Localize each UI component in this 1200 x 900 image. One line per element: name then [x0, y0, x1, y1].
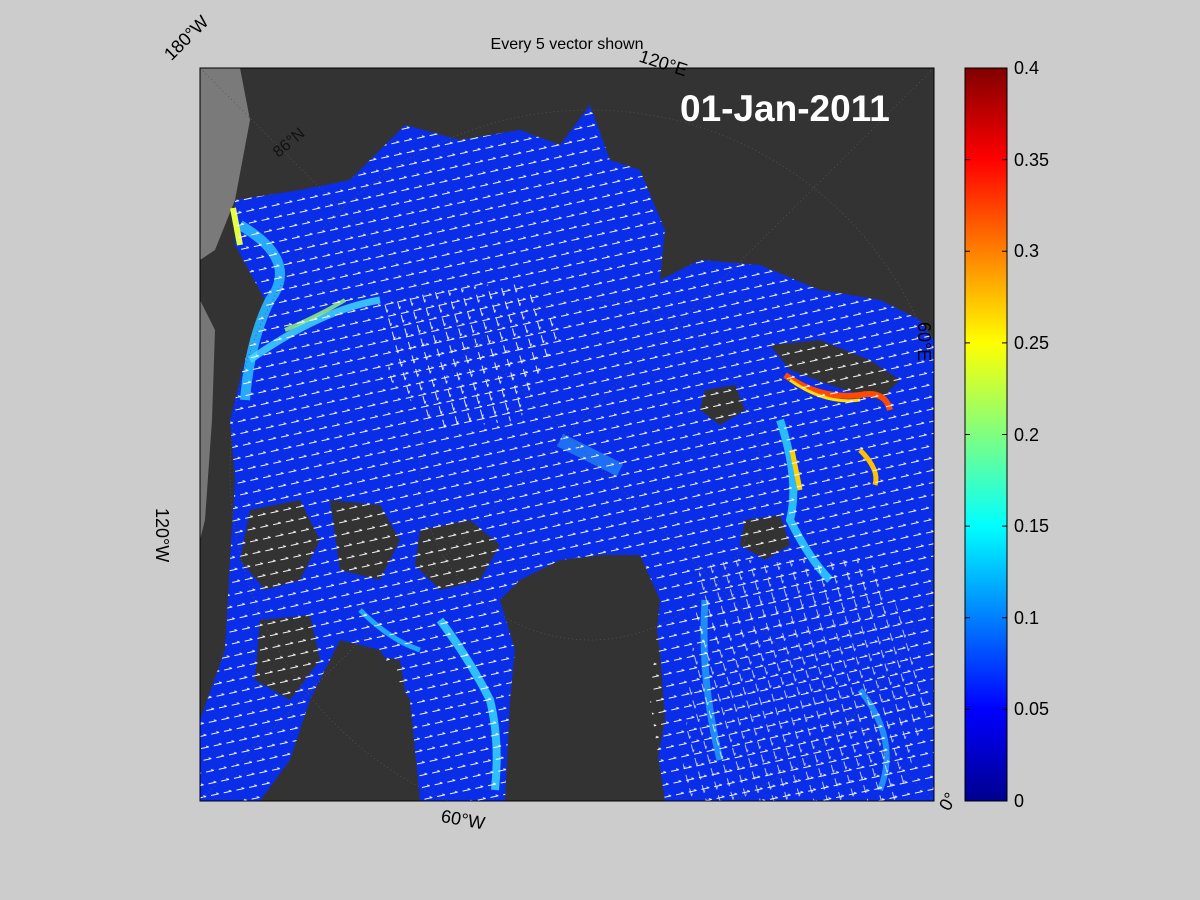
meridian-line — [200, 68, 934, 801]
plot-title: Every 5 vector shown — [490, 36, 644, 53]
outside-domain-region-lower — [200, 300, 215, 540]
archipelago-island — [330, 650, 410, 760]
meridian-line — [200, 68, 934, 801]
lon-label-60e: 60°E — [914, 322, 934, 362]
colorbar-ticks — [965, 67, 1007, 802]
latitude-circle — [419, 299, 761, 641]
velocity-vectors-region — [680, 560, 930, 801]
colorbar-tick-label: 0.05 — [1014, 699, 1050, 720]
map-plot-area — [200, 68, 934, 801]
greenland-landmass — [510, 570, 665, 801]
colorbar-tick-label: 0.15 — [1014, 516, 1050, 537]
colorbar-tick-label: 0.25 — [1014, 332, 1050, 353]
colorbar-tick-label: 0.1 — [1014, 607, 1040, 628]
colorbar-tick-label: 0.2 — [1014, 424, 1040, 445]
lon-label-120w: 120°W — [152, 508, 172, 563]
date-stamp: 01-Jan-2011 — [680, 88, 890, 129]
colorbar-tick-label: 0.35 — [1014, 149, 1050, 170]
colorbar-tick-label: 0 — [1014, 791, 1025, 811]
colorbar-tick-label: 0.3 — [1014, 241, 1040, 262]
outside-domain-region — [200, 68, 250, 260]
colorbar — [964, 67, 1008, 802]
map-frame — [199, 67, 935, 802]
colorbar-tick-label: 0.4 — [1014, 58, 1040, 78]
velocity-vectors-region — [380, 280, 560, 430]
